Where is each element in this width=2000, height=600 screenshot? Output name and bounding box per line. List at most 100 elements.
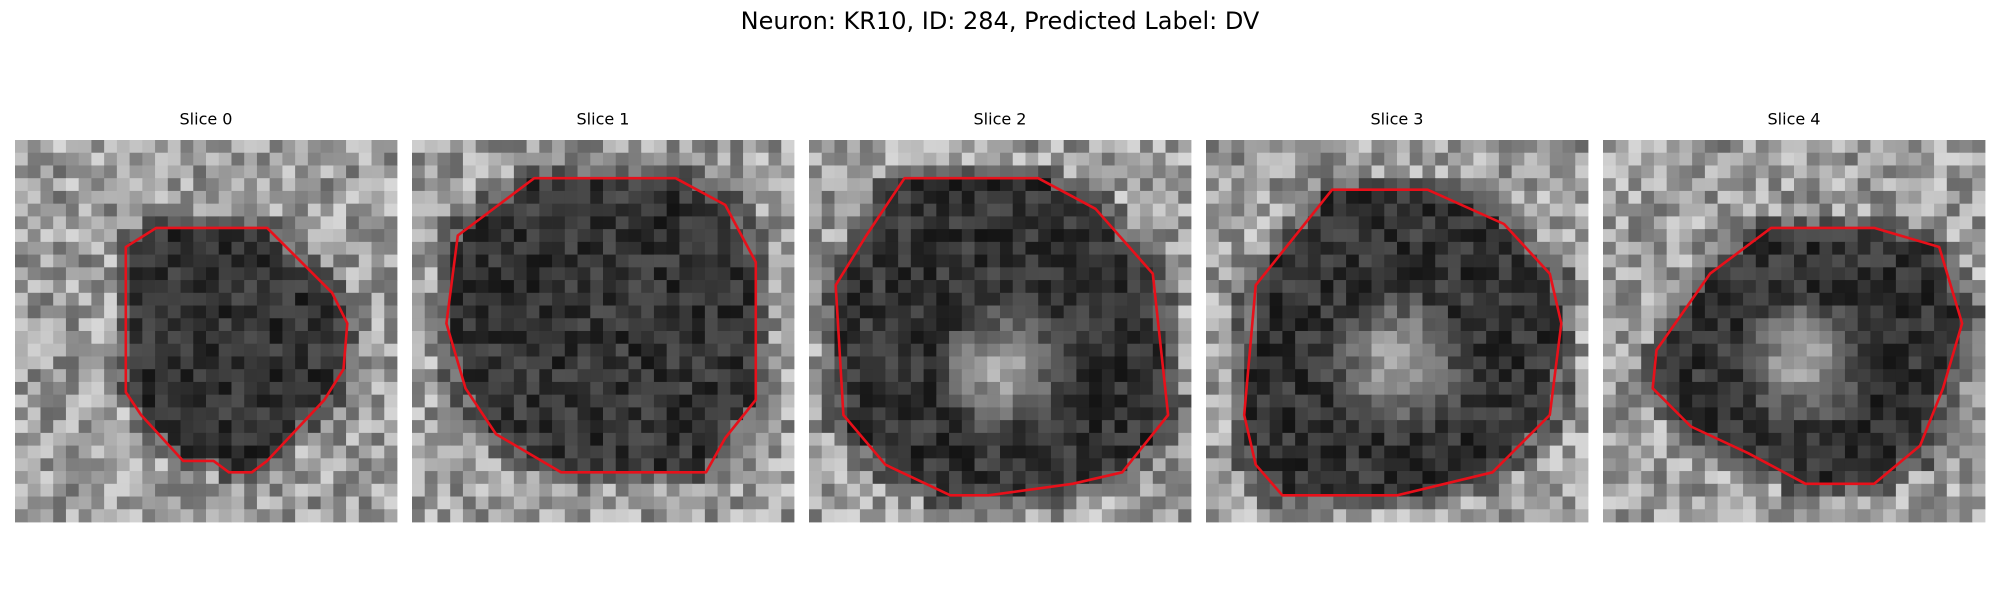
pixel (1050, 254, 1065, 268)
pixel (1114, 496, 1128, 510)
pixel (1704, 343, 1718, 357)
pixel (1781, 432, 1795, 446)
pixel (641, 343, 655, 357)
pixel (717, 420, 731, 434)
pixel (1025, 471, 1039, 485)
pixel (53, 305, 67, 319)
pixel (809, 394, 823, 408)
pixel (552, 407, 566, 421)
pixel (1076, 241, 1090, 255)
pixel (15, 369, 29, 383)
pixel (129, 343, 143, 357)
pixel (142, 496, 156, 510)
pixel (603, 483, 617, 497)
pixel (692, 216, 706, 230)
pixel (437, 509, 451, 523)
pixel (1498, 356, 1512, 370)
pixel (1269, 318, 1283, 332)
pixel (1025, 420, 1039, 434)
pixel (641, 203, 655, 217)
pixel (834, 318, 848, 332)
pixel (641, 394, 655, 408)
pixel (1012, 445, 1026, 459)
pixel (847, 203, 861, 217)
pixel (923, 356, 937, 370)
pixel (1140, 178, 1154, 192)
pixel (1537, 381, 1551, 396)
pixel (53, 190, 67, 205)
pixel (1832, 331, 1846, 345)
pixel (1615, 280, 1629, 294)
pixel (1819, 318, 1833, 332)
pixel (1038, 152, 1052, 166)
pixel (1921, 356, 1935, 370)
pixel (730, 420, 744, 434)
pixel (974, 267, 988, 281)
pixel (1206, 407, 1220, 421)
pixel (1089, 229, 1103, 243)
pixel (1063, 140, 1077, 154)
slice-image (809, 140, 1192, 523)
pixel (859, 420, 874, 434)
pixel (1000, 318, 1014, 332)
pixel (1562, 343, 1576, 357)
pixel (1384, 420, 1398, 434)
pixel (781, 280, 795, 294)
pixel (501, 509, 515, 523)
pixel (564, 305, 578, 319)
pixel (1346, 432, 1360, 446)
pixel (910, 509, 924, 523)
pixel (730, 496, 744, 510)
pixel (1743, 229, 1757, 243)
pixel (987, 254, 1001, 268)
pixel (1320, 343, 1334, 357)
pixel (1755, 356, 1769, 370)
pixel (1307, 420, 1321, 434)
pixel (1422, 216, 1436, 230)
pixel (155, 343, 169, 357)
pixel (1447, 216, 1462, 230)
pixel (1012, 140, 1026, 154)
pixel (1384, 203, 1398, 217)
pixel (692, 407, 706, 421)
pixel (615, 432, 629, 446)
pixel (1050, 356, 1065, 370)
pixel (755, 458, 769, 472)
pixel (462, 381, 477, 396)
pixel (282, 292, 296, 306)
pixel (1178, 165, 1192, 179)
pixel (1307, 471, 1321, 485)
pixel (1524, 318, 1538, 332)
pixel (1692, 140, 1706, 154)
pixel (910, 292, 924, 306)
pixel (358, 432, 372, 446)
pixel (1603, 203, 1617, 217)
pixel (1000, 496, 1014, 510)
pixel (1959, 381, 1973, 396)
pixel (1140, 140, 1154, 154)
pixel (244, 343, 258, 357)
pixel (1946, 496, 1960, 510)
pixel (704, 496, 718, 510)
pixel (1114, 356, 1128, 370)
pixel (1537, 305, 1551, 319)
pixel (1307, 445, 1321, 459)
pixel (923, 331, 937, 345)
pixel (1883, 445, 1897, 459)
pixel (282, 381, 296, 396)
pixel (116, 496, 130, 510)
pixel (1282, 216, 1296, 230)
pixel (704, 356, 718, 370)
pixel (1127, 496, 1141, 510)
pixel (116, 343, 130, 357)
pixel (27, 331, 41, 345)
pixel (78, 369, 92, 383)
pixel (488, 140, 502, 154)
pixel (872, 458, 886, 472)
pixel (1076, 394, 1090, 408)
pixel (1641, 458, 1655, 472)
contour (1242, 188, 1563, 497)
pixel (1730, 458, 1744, 472)
pixel (885, 432, 899, 446)
pixel (1628, 356, 1642, 370)
